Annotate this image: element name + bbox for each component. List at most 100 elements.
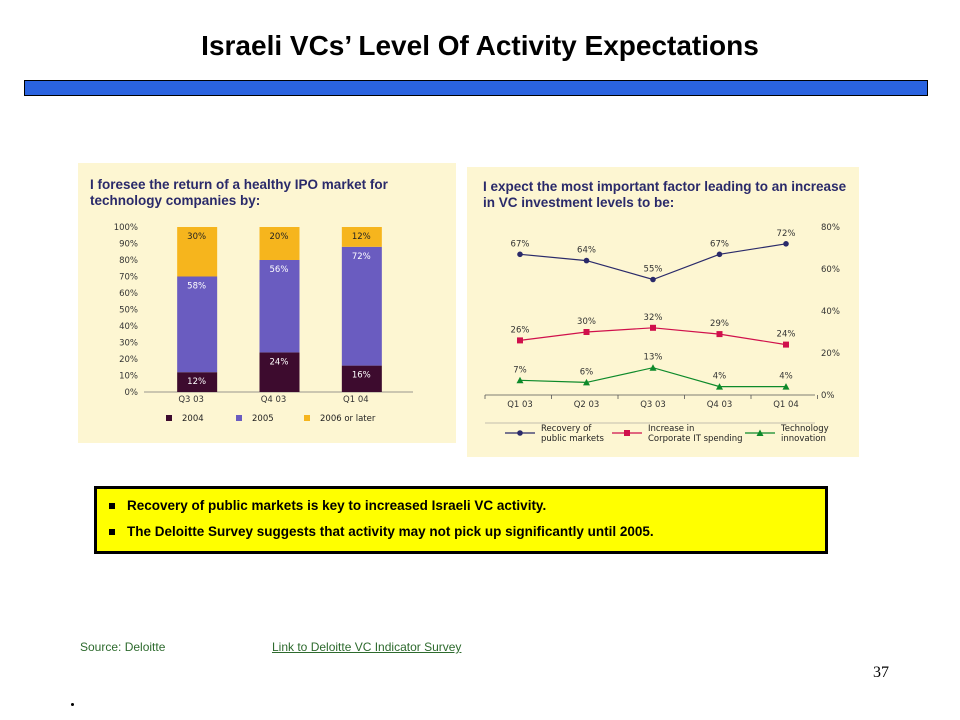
y-tick-label: 40% — [119, 322, 138, 332]
data-point — [783, 241, 789, 247]
y-tick-label: 60% — [119, 289, 138, 299]
data-label: 13% — [644, 353, 663, 363]
data-point — [624, 430, 630, 436]
data-point — [649, 364, 657, 371]
bar-data-label: 20% — [270, 232, 289, 242]
ipo-chart-title: I foresee the return of a healthy IPO ma… — [90, 177, 450, 209]
y-tick-label: 30% — [119, 339, 138, 349]
legend-label: Recovery of — [541, 424, 592, 434]
source-label: Source: Deloitte — [80, 640, 166, 654]
bar-data-label: 56% — [270, 265, 289, 275]
y-tick-label: 50% — [119, 306, 138, 316]
bar-segment — [259, 352, 300, 392]
callout-bullet-text: The Deloitte Survey suggests that activi… — [127, 524, 654, 539]
legend-label: 2004 — [182, 414, 204, 424]
bar-segment — [341, 227, 382, 247]
y-tick-label: 80% — [821, 223, 840, 233]
x-tick-label: Q1 04 — [343, 395, 369, 405]
y-tick-label: 40% — [821, 307, 840, 317]
data-point — [517, 430, 523, 436]
data-label: 26% — [511, 325, 530, 335]
legend-label: 2005 — [252, 414, 274, 424]
y-tick-label: 80% — [119, 256, 138, 266]
data-point — [716, 383, 723, 390]
data-point — [583, 329, 590, 335]
title-divider-bar — [24, 80, 928, 96]
data-point — [583, 257, 590, 264]
data-label: 72% — [777, 229, 796, 239]
y-tick-label: 100% — [114, 223, 138, 233]
legend-swatch — [166, 415, 172, 421]
vc-factor-chart-title: I expect the most important factor leadi… — [483, 179, 855, 211]
y-tick-label: 0% — [125, 388, 139, 398]
data-label: 4% — [713, 372, 727, 382]
bar-data-label: 24% — [270, 357, 289, 367]
bar-segment — [259, 260, 300, 353]
data-label: 7% — [513, 365, 527, 375]
data-label: 55% — [644, 265, 663, 275]
data-label: 32% — [644, 313, 663, 323]
legend-swatch — [236, 415, 242, 421]
data-label: 24% — [777, 330, 796, 340]
legend-label: 2006 or later — [320, 414, 376, 424]
vc-factor-chart-title-line: in VC investment levels to be: — [483, 195, 675, 210]
data-point — [517, 337, 523, 344]
data-point — [783, 341, 789, 348]
y-tick-label: 70% — [119, 273, 138, 283]
y-tick-label: 20% — [821, 349, 840, 359]
data-label: 30% — [577, 317, 596, 327]
data-label: 4% — [779, 372, 793, 382]
legend-swatch — [304, 415, 310, 421]
bar-data-label: 16% — [352, 371, 371, 381]
data-point — [716, 331, 723, 338]
x-tick-label: Q3 03 — [640, 400, 666, 410]
bar-segment — [259, 227, 300, 260]
x-tick-label: Q3 03 — [178, 395, 204, 405]
page-number: 37 — [873, 664, 889, 681]
callout-bullet: The Deloitte Survey suggests that activi… — [109, 524, 654, 539]
data-point — [650, 324, 656, 331]
legend-label: innovation — [781, 434, 826, 444]
ipo-stacked-bar-chart: 0% 10% 20% 30% 40% 50% 60% 70% 80% 90% 100% 12% 58% 3… — [114, 223, 413, 424]
bar-data-label: 12% — [187, 377, 206, 387]
y-tick-label: 20% — [119, 355, 138, 365]
data-label: 29% — [710, 319, 729, 329]
legend-label: Corporate IT spending — [648, 434, 743, 444]
x-tick-label: Q4 03 — [261, 395, 287, 405]
key-points-callout: Recovery of public markets is key to inc… — [94, 486, 828, 554]
callout-bullet-text: Recovery of public markets is key to inc… — [127, 498, 547, 513]
y-tick-label: 90% — [119, 240, 138, 250]
data-point — [516, 376, 524, 384]
bar-segment — [177, 276, 218, 373]
bar-data-label: 72% — [352, 252, 371, 262]
data-point — [650, 276, 656, 283]
data-point — [716, 251, 723, 258]
y-tick-label: 10% — [119, 372, 138, 382]
x-tick-label: Q1 04 — [773, 400, 799, 410]
ipo-chart-panel: I foresee the return of a healthy IPO ma… — [78, 163, 456, 443]
data-point — [583, 378, 590, 386]
legend-label: public markets — [541, 434, 604, 444]
legend-label: Increase in — [648, 424, 694, 434]
x-tick-label: Q4 03 — [707, 400, 733, 410]
bar-segment — [177, 227, 218, 277]
bar-segment — [341, 246, 382, 366]
x-tick-label: Q1 03 — [507, 400, 533, 410]
data-point — [782, 383, 790, 390]
y-tick-label: 60% — [821, 265, 840, 275]
vc-factor-chart-panel: I expect the most important factor leadi… — [467, 167, 859, 457]
data-point — [756, 429, 764, 436]
bar-data-label: 58% — [187, 282, 206, 292]
bar-segment — [177, 372, 218, 392]
square-bullet-icon — [109, 529, 115, 536]
ipo-chart-title-line: I foresee the return of a healthy IPO ma… — [90, 177, 388, 192]
slide-title: Israeli VCs’ Level Of Activity Expectati… — [201, 30, 759, 61]
data-label: 64% — [577, 246, 596, 256]
deloitte-survey-link[interactable]: Link to Deloitte VC Indicator Survey — [272, 640, 462, 654]
bar-data-label: 30% — [187, 232, 206, 242]
bar-segment — [341, 365, 382, 392]
data-label: 6% — [580, 367, 594, 377]
square-bullet-icon — [109, 503, 115, 510]
ipo-chart-title-line: technology companies by: — [90, 193, 261, 208]
data-label: 67% — [511, 239, 530, 249]
